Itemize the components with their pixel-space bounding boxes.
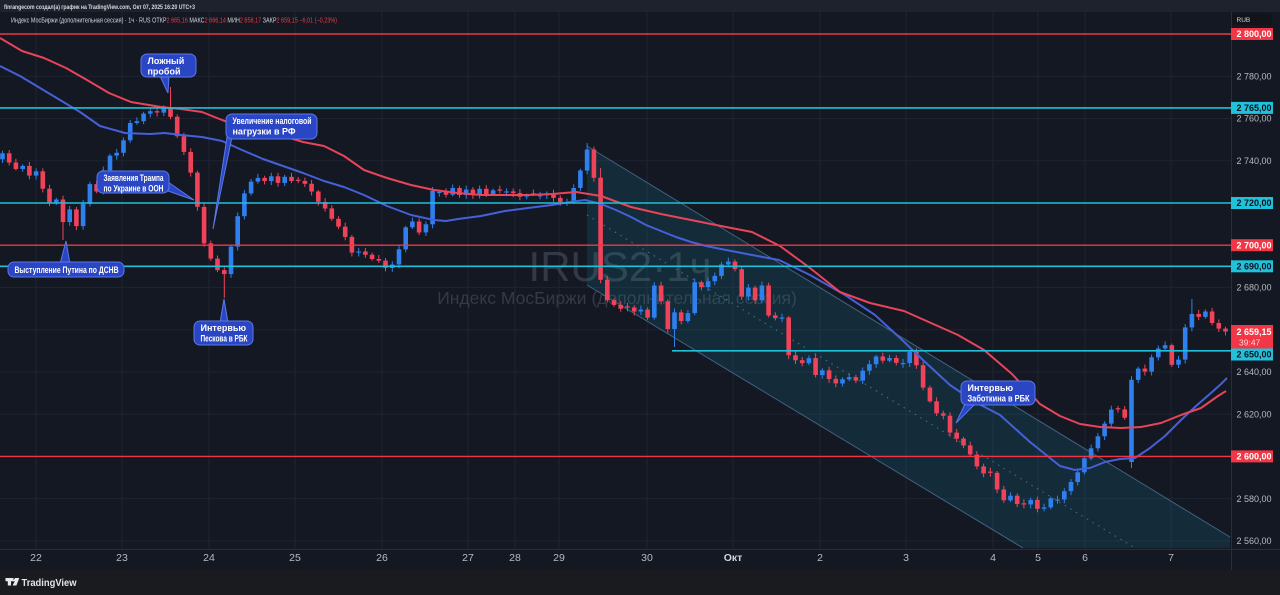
svg-text:2: 2 xyxy=(817,552,823,564)
svg-text:2 800,00: 2 800,00 xyxy=(1237,29,1272,39)
svg-text:2 765,00: 2 765,00 xyxy=(1237,103,1272,113)
svg-text:2 720,00: 2 720,00 xyxy=(1237,198,1272,208)
svg-text:26: 26 xyxy=(376,552,388,564)
svg-text:2 650,00: 2 650,00 xyxy=(1237,350,1272,360)
svg-text:2 640,00: 2 640,00 xyxy=(1237,367,1272,377)
svg-text:3: 3 xyxy=(903,552,909,564)
svg-text:2 560,00: 2 560,00 xyxy=(1237,536,1272,546)
svg-text:4: 4 xyxy=(990,552,996,564)
svg-text:2 580,00: 2 580,00 xyxy=(1237,494,1272,504)
svg-text:22: 22 xyxy=(30,552,42,564)
svg-text:нагрузки в РФ: нагрузки в РФ xyxy=(233,126,296,136)
svg-text:Заботкина в РБК: Заботкина в РБК xyxy=(968,393,1030,403)
svg-text:Индекс МосБиржи (дополнительна: Индекс МосБиржи (дополнительная сессия) xyxy=(437,288,797,308)
svg-text:Заявления Трампа: Заявления Трампа xyxy=(104,173,165,183)
svg-text:2 680,00: 2 680,00 xyxy=(1237,283,1272,293)
svg-text:2 620,00: 2 620,00 xyxy=(1237,409,1272,419)
svg-text:2 780,00: 2 780,00 xyxy=(1237,71,1272,81)
svg-text:Увеличение налоговой: Увеличение налоговой xyxy=(233,116,312,126)
svg-text:7: 7 xyxy=(1168,552,1174,564)
svg-text:25: 25 xyxy=(289,552,301,564)
svg-text:2 690,00: 2 690,00 xyxy=(1237,262,1272,272)
svg-text:Окт: Окт xyxy=(724,552,743,564)
svg-text:пробой: пробой xyxy=(148,66,181,76)
svg-text:2 760,00: 2 760,00 xyxy=(1237,114,1272,124)
svg-text:Индекс МосБиржи (дополнительна: Индекс МосБиржи (дополнительная сессия) … xyxy=(11,18,337,25)
svg-text:2 600,00: 2 600,00 xyxy=(1237,452,1272,462)
svg-text:28: 28 xyxy=(509,552,521,564)
svg-text:Ложный: Ложный xyxy=(148,56,185,66)
svg-text:5: 5 xyxy=(1035,552,1041,564)
svg-text:2 740,00: 2 740,00 xyxy=(1237,156,1272,166)
svg-text:27: 27 xyxy=(462,552,474,564)
svg-text:23: 23 xyxy=(116,552,128,564)
svg-text:Интервью: Интервью xyxy=(968,383,1014,393)
svg-text:Интервью: Интервью xyxy=(201,323,247,333)
svg-text:Пескова в РБК: Пескова в РБК xyxy=(201,333,248,343)
svg-text:39:47: 39:47 xyxy=(1239,337,1261,347)
svg-text:по Украине в ООН: по Украине в ООН xyxy=(104,183,164,193)
svg-text:RUB: RUB xyxy=(1237,17,1251,24)
svg-text:TradingView: TradingView xyxy=(22,578,77,589)
svg-text:finrangecom создал(а) график н: finrangecom создал(а) график на TradingV… xyxy=(4,4,195,11)
svg-text:30: 30 xyxy=(641,552,653,564)
svg-text:29: 29 xyxy=(553,552,565,564)
svg-text:24: 24 xyxy=(203,552,215,564)
svg-text:2 700,00: 2 700,00 xyxy=(1237,240,1272,250)
svg-text:Выступление Путина по ДСНВ: Выступление Путина по ДСНВ xyxy=(15,265,119,275)
svg-text:6: 6 xyxy=(1082,552,1088,564)
svg-text:2 659,15: 2 659,15 xyxy=(1237,327,1272,337)
